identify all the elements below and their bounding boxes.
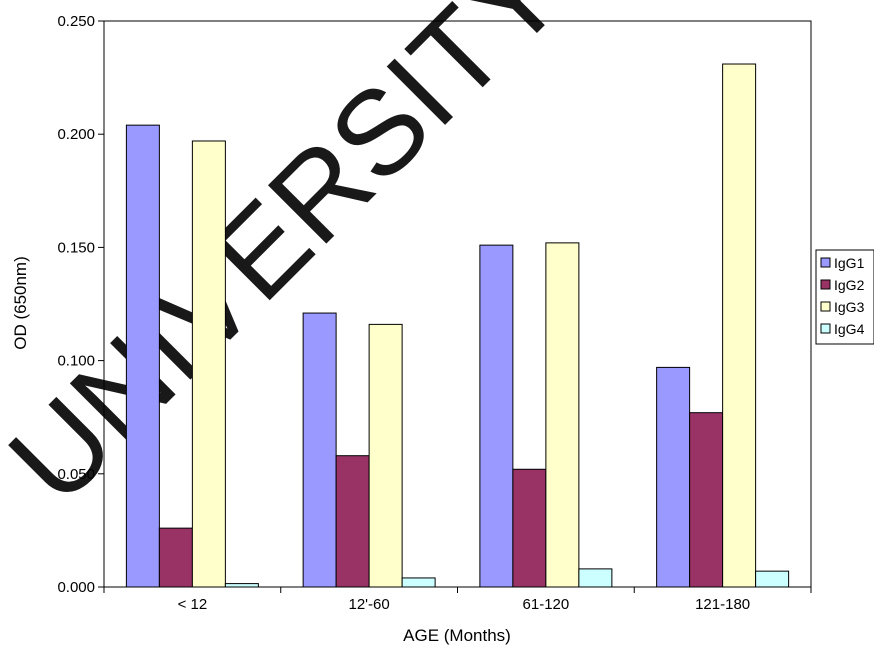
bar-igg1-1 [302,312,337,588]
y-tick-label: 0.250 [57,13,95,30]
y-axis-title: OD (650nm) [11,256,30,350]
x-tick-label: 61-120 [523,596,570,613]
bar-igg3-3 [722,63,757,588]
y-tick-label: 0.100 [57,353,95,370]
bar-igg2-1 [335,455,370,588]
bar-igg1-0 [125,124,160,588]
watermark-text: UNIVERSITY OF [0,0,727,528]
x-axis-title: AGE (Months) [403,626,511,645]
y-axis: 0.000 0.050 0.100 0.150 0.200 0.250 [57,13,104,596]
legend: IgG1 IgG2 IgG3 IgG4 [815,249,874,345]
bar-igg3-1 [368,323,403,588]
bar-igg1-3 [656,366,691,588]
legend-label-igg3: IgG3 [834,299,865,315]
legend-label-igg4: IgG4 [834,321,865,337]
bar-igg4-2 [578,568,613,588]
legend-label-igg1: IgG1 [834,255,865,271]
x-tick-label: 121-180 [695,596,750,613]
y-tick-label: 0.200 [57,126,95,143]
y-tick-label: 0.050 [57,466,95,483]
bars [125,63,790,588]
legend-label-igg2: IgG2 [834,277,865,293]
bar-igg1-2 [479,244,514,588]
x-tick-label: < 12 [178,596,208,613]
bar-igg3-0 [191,140,226,588]
bar-igg2-2 [512,468,547,588]
bar-igg2-0 [158,527,193,588]
legend-swatch-igg3 [820,301,831,312]
watermark: UNIVERSITY OF [0,0,727,528]
x-tick-label: 12'-60 [349,596,390,613]
y-tick-label: 0.150 [57,239,95,256]
x-axis: < 12 12'-60 61-120 121-180 [103,587,812,613]
bar-igg4-1 [401,577,436,588]
bar-igg3-2 [545,242,580,588]
y-tick-label: 0.000 [57,579,95,596]
legend-swatch-igg1 [820,257,831,268]
bar-igg2-3 [689,412,724,588]
legend-swatch-igg4 [820,323,831,334]
bar-igg4-3 [755,570,790,588]
bar-igg4-0 [224,583,259,588]
legend-swatch-igg2 [820,279,831,290]
